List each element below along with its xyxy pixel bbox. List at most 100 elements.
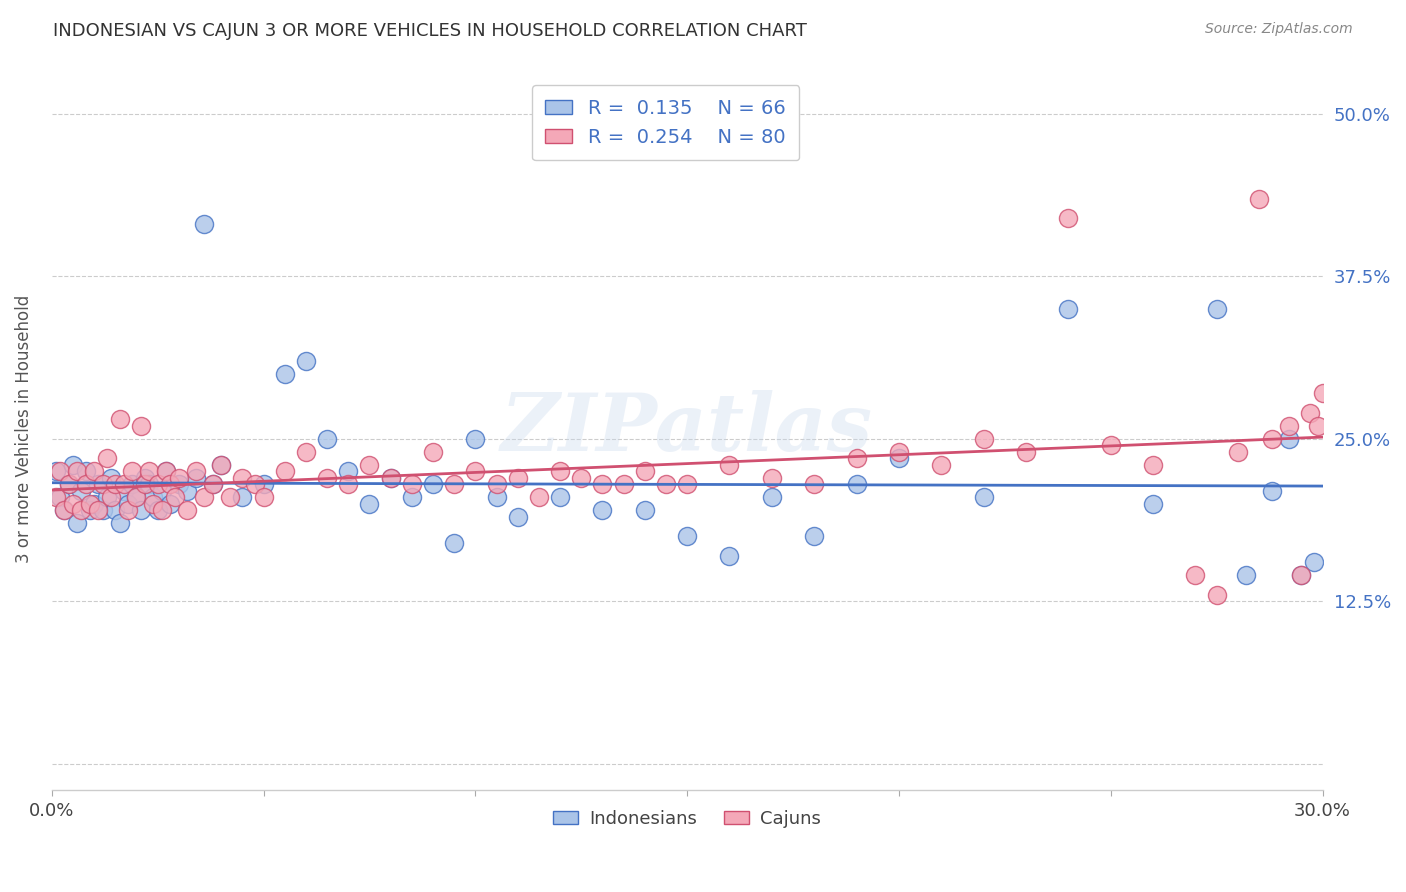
Point: [591, 477, 613, 491]
Point: [295, 354, 318, 368]
Text: INDONESIAN VS CAJUN 3 OR MORE VEHICLES IN HOUSEHOLD CORRELATION CHART: INDONESIAN VS CAJUN 3 OR MORE VEHICLES I…: [53, 22, 807, 40]
Point: [973, 432, 995, 446]
Point: [75, 477, 97, 491]
Point: [100, 491, 122, 505]
Point: [70, 483, 93, 498]
Point: [887, 445, 910, 459]
Point: [464, 465, 486, 479]
Point: [634, 503, 657, 517]
Point: [108, 516, 131, 531]
Point: [443, 536, 465, 550]
Point: [138, 465, 160, 479]
Text: Source: ZipAtlas.com: Source: ZipAtlas.com: [1205, 22, 1353, 37]
Legend: Indonesians, Cajuns: Indonesians, Cajuns: [546, 803, 828, 835]
Point: [655, 477, 678, 491]
Point: [845, 477, 868, 491]
Point: [79, 497, 101, 511]
Point: [49, 491, 72, 505]
Point: [231, 471, 253, 485]
Point: [1099, 438, 1122, 452]
Point: [676, 477, 699, 491]
Point: [96, 491, 118, 505]
Point: [155, 465, 177, 479]
Point: [1291, 568, 1313, 582]
Point: [1057, 211, 1080, 225]
Point: [1205, 301, 1227, 316]
Point: [167, 471, 190, 485]
Point: [58, 477, 80, 491]
Point: [380, 471, 402, 485]
Point: [125, 491, 148, 505]
Point: [117, 503, 139, 517]
Point: [155, 465, 177, 479]
Point: [91, 477, 114, 491]
Point: [62, 458, 84, 472]
Point: [548, 491, 571, 505]
Point: [316, 432, 339, 446]
Point: [1260, 483, 1282, 498]
Point: [150, 483, 173, 498]
Point: [66, 516, 89, 531]
Point: [803, 529, 825, 543]
Point: [252, 491, 274, 505]
Point: [1234, 568, 1257, 582]
Point: [53, 503, 76, 517]
Point: [87, 503, 110, 517]
Point: [1299, 406, 1322, 420]
Point: [87, 477, 110, 491]
Point: [53, 503, 76, 517]
Point: [1278, 432, 1301, 446]
Point: [193, 218, 215, 232]
Point: [243, 477, 266, 491]
Point: [201, 477, 224, 491]
Point: [121, 477, 143, 491]
Point: [45, 491, 67, 505]
Point: [1142, 458, 1164, 472]
Point: [613, 477, 636, 491]
Point: [506, 471, 529, 485]
Point: [548, 465, 571, 479]
Text: ZIPatlas: ZIPatlas: [501, 391, 873, 468]
Point: [485, 491, 508, 505]
Point: [803, 477, 825, 491]
Point: [96, 451, 118, 466]
Point: [591, 503, 613, 517]
Point: [104, 477, 127, 491]
Point: [159, 477, 181, 491]
Point: [380, 471, 402, 485]
Point: [62, 497, 84, 511]
Y-axis label: 3 or more Vehicles in Household: 3 or more Vehicles in Household: [15, 295, 32, 564]
Point: [1057, 301, 1080, 316]
Point: [49, 465, 72, 479]
Point: [209, 458, 232, 472]
Point: [163, 491, 186, 505]
Point: [108, 412, 131, 426]
Point: [1308, 419, 1330, 434]
Point: [104, 503, 127, 517]
Point: [761, 491, 783, 505]
Point: [845, 451, 868, 466]
Point: [129, 503, 152, 517]
Point: [117, 497, 139, 511]
Point: [146, 503, 169, 517]
Point: [485, 477, 508, 491]
Point: [66, 465, 89, 479]
Point: [142, 497, 165, 511]
Point: [887, 451, 910, 466]
Point: [45, 465, 67, 479]
Point: [91, 503, 114, 517]
Point: [83, 465, 105, 479]
Point: [274, 367, 297, 381]
Point: [718, 549, 741, 563]
Point: [150, 503, 173, 517]
Point: [134, 471, 156, 485]
Point: [134, 477, 156, 491]
Point: [142, 491, 165, 505]
Point: [464, 432, 486, 446]
Point: [422, 477, 444, 491]
Point: [75, 465, 97, 479]
Point: [1226, 445, 1249, 459]
Point: [527, 491, 550, 505]
Point: [1260, 432, 1282, 446]
Point: [129, 419, 152, 434]
